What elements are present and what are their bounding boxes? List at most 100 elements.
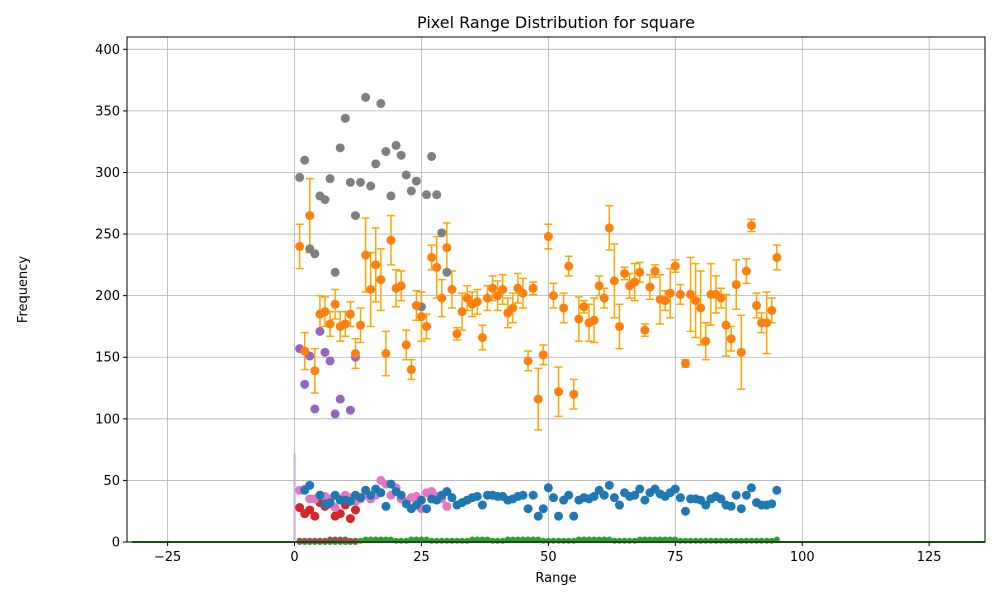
data-point [386, 191, 396, 201]
x-axis-ticks: −25 0 25 50 75 100 125 [154, 542, 942, 565]
data-point [645, 282, 655, 292]
data-point [554, 511, 564, 521]
data-point [371, 159, 381, 169]
data-point [320, 195, 330, 205]
data-point [457, 307, 467, 317]
data-point [377, 536, 384, 543]
data-point [432, 262, 442, 272]
data-point [388, 536, 394, 543]
data-point [401, 340, 411, 350]
data-point [716, 293, 726, 303]
data-point [366, 285, 376, 294]
data-point [437, 293, 447, 303]
data-point [525, 536, 532, 543]
data-point [741, 490, 751, 500]
data-point [523, 356, 533, 366]
data-point [538, 350, 548, 360]
data-point [325, 319, 335, 329]
data-point [672, 536, 679, 543]
data-point [472, 491, 482, 501]
data-point [411, 301, 421, 311]
data-point [721, 320, 731, 330]
x-tick-label: −25 [154, 550, 181, 565]
data-point [773, 536, 780, 543]
data-point [484, 536, 491, 543]
data-point [320, 307, 330, 317]
data-point [716, 494, 726, 504]
data-point [376, 275, 386, 285]
data-point [452, 329, 462, 339]
data-point [350, 505, 360, 515]
data-point [442, 267, 452, 277]
data-point [518, 288, 528, 298]
data-point [594, 281, 604, 291]
data-point [726, 501, 736, 511]
data-point [447, 285, 457, 294]
data-point [464, 537, 471, 544]
data-point [606, 536, 613, 543]
data-point [548, 291, 558, 301]
data-point [423, 536, 430, 543]
data-point [518, 490, 528, 500]
data-point [631, 537, 638, 544]
data-point [680, 358, 690, 368]
data-point [442, 243, 452, 253]
data-point [596, 536, 603, 543]
data-point [609, 493, 619, 503]
data-point [530, 536, 537, 543]
data-point [599, 293, 609, 303]
data-point [528, 283, 538, 293]
data-point [350, 349, 360, 359]
data-point [335, 394, 345, 404]
y-axis-ticks: 0 50 100 150 200 250 300 350 400 [95, 43, 127, 551]
data-point [422, 190, 432, 200]
data-point [362, 536, 369, 543]
data-point [586, 536, 592, 543]
data-point [371, 260, 381, 270]
data-point [752, 301, 762, 311]
data-point [315, 490, 325, 500]
data-point [768, 537, 775, 544]
data-point [670, 261, 680, 271]
data-point [352, 537, 359, 544]
data-point [726, 334, 736, 344]
data-point [367, 536, 374, 543]
data-point [376, 99, 386, 109]
data-point [386, 235, 396, 245]
data-point [680, 506, 690, 516]
data-point [504, 536, 511, 543]
y-tick-label: 0 [112, 536, 120, 551]
data-point [403, 537, 410, 544]
data-point [295, 172, 305, 182]
data-point [330, 299, 340, 309]
data-point [381, 147, 391, 157]
data-point [662, 536, 669, 543]
data-point [332, 536, 339, 543]
data-point [325, 356, 335, 366]
data-point [731, 280, 741, 290]
data-point [604, 480, 614, 490]
data-point [520, 536, 526, 543]
grid [127, 37, 985, 543]
data-point [630, 490, 640, 500]
data-point [345, 177, 355, 187]
data-point [342, 536, 349, 543]
data-point [675, 493, 685, 503]
data-point [746, 483, 756, 493]
data-point [427, 151, 437, 161]
data-point [650, 266, 660, 276]
data-point [701, 500, 711, 510]
data-point [372, 536, 379, 543]
data-point [641, 536, 648, 543]
data-point [772, 252, 782, 262]
data-point [305, 211, 315, 221]
data-point [416, 495, 426, 505]
data-point [559, 303, 569, 313]
data-point [591, 536, 598, 543]
data-point [535, 536, 542, 543]
data-point [401, 170, 411, 180]
data-point [300, 155, 310, 165]
data-point [300, 346, 310, 356]
data-point [310, 404, 320, 414]
data-point [335, 509, 345, 519]
